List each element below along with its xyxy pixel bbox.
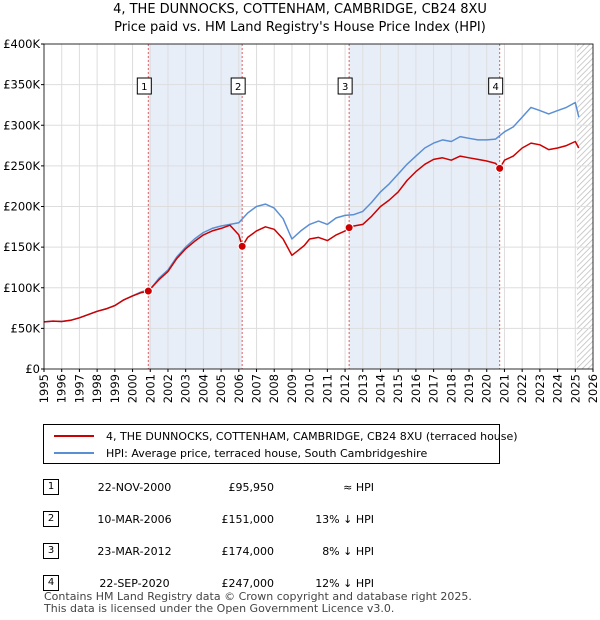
y-tick-label: £100K <box>3 281 40 295</box>
x-tick-label: 2013 <box>356 374 370 403</box>
sale-point <box>495 163 505 173</box>
table-row: 2 10-MAR-2006 £151,000 13% ↓ HPI <box>40 503 374 535</box>
sale-hpi-comparison: 12% ↓ HPI <box>315 576 374 590</box>
x-tick-label: 2015 <box>391 374 405 403</box>
table-row: 3 23-MAR-2012 £174,000 8% ↓ HPI <box>40 535 374 567</box>
x-tick-label: 1998 <box>90 374 104 403</box>
sale-hpi-comparison: 13% ↓ HPI <box>315 512 374 526</box>
sale-marker-box <box>337 77 353 95</box>
x-tick-label: 2003 <box>179 374 193 403</box>
sale-point <box>344 223 354 233</box>
x-tick-label: 2011 <box>320 374 334 403</box>
x-tick-label: 2021 <box>497 374 511 403</box>
legend-item-price: 4, THE DUNNOCKS, COTTENHAM, CAMBRIDGE, C… <box>44 428 518 444</box>
legend-label-price: 4, THE DUNNOCKS, COTTENHAM, CAMBRIDGE, C… <box>106 429 518 443</box>
chart-title: 4, THE DUNNOCKS, COTTENHAM, CAMBRIDGE, C… <box>113 2 487 17</box>
sale-date: 22-SEP-2020 <box>99 576 170 590</box>
x-tick-label: 2009 <box>285 374 299 403</box>
y-tick-label: £350K <box>3 78 40 92</box>
x-tick-label: 2000 <box>126 374 140 403</box>
y-tick-label: £250K <box>3 159 40 173</box>
footer-copyright: Contains HM Land Registry data © Crown c… <box>44 590 472 603</box>
y-tick-label: £400K <box>3 37 40 51</box>
series-line <box>43 140 580 323</box>
sale-marker-label: 3 <box>342 82 348 93</box>
x-tick-label: 2020 <box>480 374 494 403</box>
x-tick-label: 2016 <box>409 374 423 403</box>
legend-swatch-price <box>54 435 94 437</box>
sale-point <box>237 241 247 251</box>
sale-hpi-comparison: ≈ HPI <box>343 480 374 494</box>
x-tick-label: 2017 <box>427 374 441 403</box>
sales-table: 1 22-NOV-2000 £95,950 ≈ HPI 2 10-MAR-200… <box>40 471 374 599</box>
y-tick-label: £0 <box>25 362 40 376</box>
x-tick-label: 2012 <box>338 374 352 403</box>
sale-point <box>143 286 153 296</box>
x-tick-label: 1997 <box>72 374 86 403</box>
table-row: 1 22-NOV-2000 £95,950 ≈ HPI <box>40 471 374 503</box>
x-tick-label: 1999 <box>108 374 122 403</box>
sale-marker-box <box>230 77 246 95</box>
table-row: 4 22-SEP-2020 £247,000 12% ↓ HPI <box>40 567 374 599</box>
sale-price: £174,000 <box>221 544 275 558</box>
sale-marker-box <box>488 77 504 95</box>
x-tick-label: 2008 <box>267 374 281 403</box>
legend-item-hpi: HPI: Average price, terraced house, Sout… <box>44 445 427 461</box>
x-tick-label: 1995 <box>37 374 51 403</box>
x-tick-label: 2014 <box>373 374 387 403</box>
sale-date: 23-MAR-2012 <box>97 544 172 558</box>
y-tick-label: £50K <box>11 321 41 335</box>
sale-price: £247,000 <box>221 576 275 590</box>
sale-date: 10-MAR-2006 <box>97 512 172 526</box>
x-tick-label: 2019 <box>462 374 476 403</box>
y-tick-label: £300K <box>3 118 40 132</box>
sale-hpi-comparison: 8% ↓ HPI <box>322 544 374 558</box>
chart-subtitle: Price paid vs. HM Land Registry's House … <box>114 20 486 35</box>
legend-swatch-hpi <box>54 452 94 454</box>
sale-marker-label: 4 <box>492 82 498 93</box>
sale-marker-label: 1 <box>141 82 147 93</box>
x-tick-label: 2024 <box>551 374 565 403</box>
sale-number-badge: 2 <box>43 511 59 527</box>
legend-label-hpi: HPI: Average price, terraced house, Sout… <box>106 446 428 460</box>
x-tick-label: 2005 <box>214 374 228 403</box>
sale-number-badge: 1 <box>43 479 59 495</box>
sale-date: 22-NOV-2000 <box>97 480 172 494</box>
x-tick-label: 2004 <box>196 374 210 403</box>
footer-license: This data is licensed under the Open Gov… <box>44 602 395 615</box>
sale-marker-label: 2 <box>235 82 241 93</box>
x-tick-label: 2018 <box>444 374 458 403</box>
sale-number-badge: 3 <box>43 543 59 559</box>
y-tick-label: £200K <box>3 200 40 214</box>
x-tick-label: 2001 <box>143 374 157 403</box>
x-tick-label: 2010 <box>303 374 317 403</box>
x-tick-label: 2006 <box>232 374 246 403</box>
sale-price: £95,950 <box>228 480 275 494</box>
x-tick-label: 2025 <box>568 374 582 403</box>
chart-legend: 4, THE DUNNOCKS, COTTENHAM, CAMBRIDGE, C… <box>43 424 518 464</box>
sale-marker-box <box>136 77 152 95</box>
x-tick-label: 2002 <box>161 374 175 403</box>
y-tick-label: £150K <box>3 240 40 254</box>
x-tick-label: 1996 <box>55 374 69 403</box>
x-tick-label: 2007 <box>250 374 264 403</box>
sale-number-badge: 4 <box>43 575 59 591</box>
x-tick-label: 2023 <box>533 374 547 403</box>
x-tick-label: 2022 <box>515 374 529 403</box>
sale-price: £151,000 <box>221 512 275 526</box>
x-tick-label: 2026 <box>586 374 600 403</box>
price-chart: 1 2 3 4 £0 £50K £100K £150K £200K £250K £300K £350K… <box>3 37 600 403</box>
